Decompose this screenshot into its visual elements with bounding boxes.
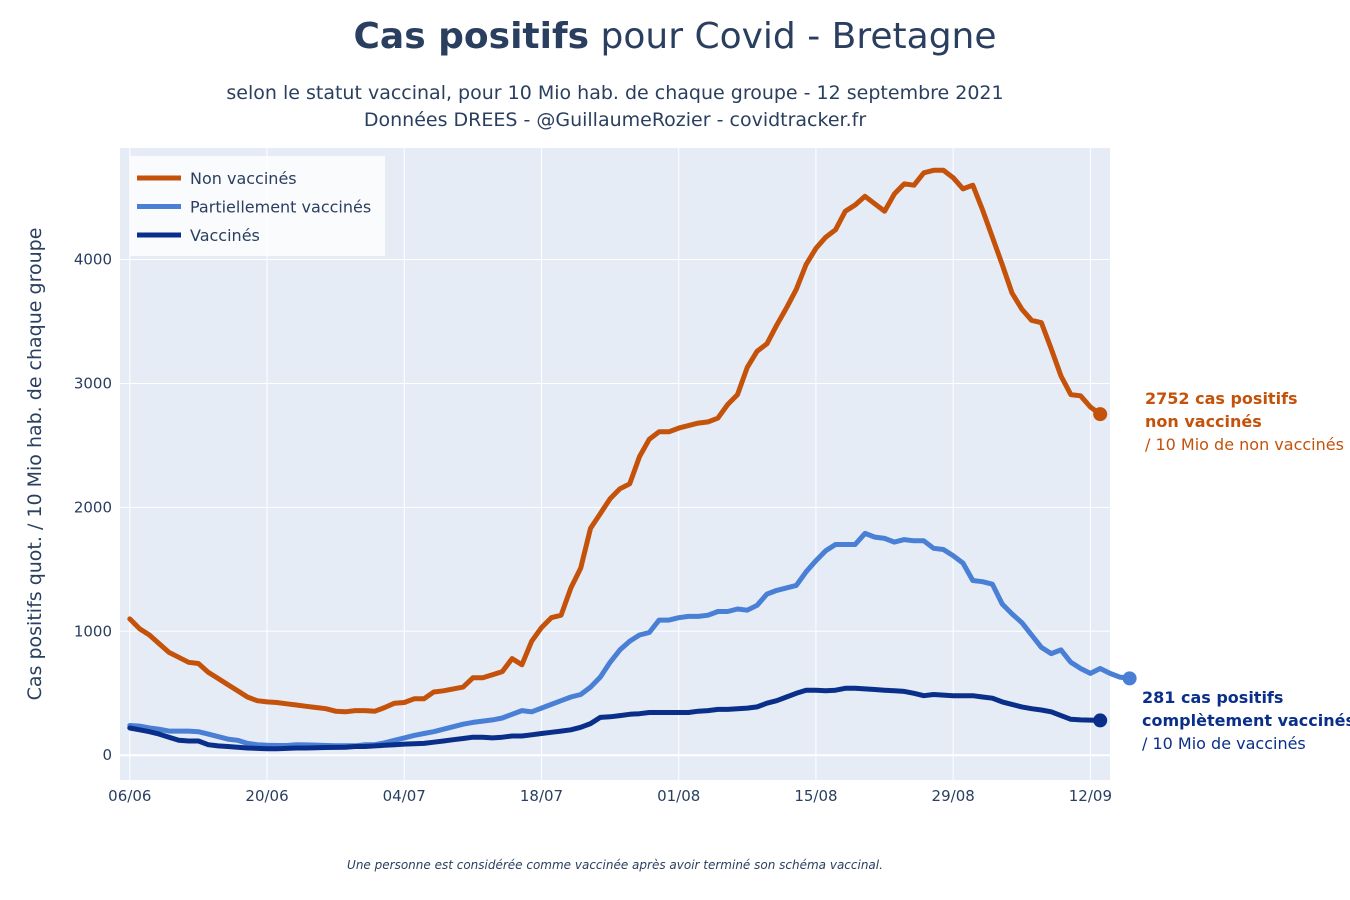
y-tick-label: 1000 — [74, 622, 112, 640]
x-tick-label: 20/06 — [245, 787, 288, 805]
series-endpoint-non_vaccines — [1093, 407, 1108, 422]
legend-label-non_vaccines: Non vaccinés — [190, 169, 297, 188]
footnote: Une personne est considérée comme vaccin… — [347, 858, 883, 872]
title-rest: pour Covid - Bretagne — [589, 16, 997, 57]
subtitle-line1: selon le statut vaccinal, pour 10 Mio ha… — [226, 82, 1004, 104]
y-tick-label: 0 — [102, 746, 112, 764]
y-tick-label: 2000 — [74, 498, 112, 516]
legend-label-partiellement: Partiellement vaccinés — [190, 198, 371, 217]
subtitle-line2: Données DREES - @GuillaumeRozier - covid… — [363, 109, 867, 131]
title-bold: Cas positifs — [353, 16, 590, 57]
series-line-non_vaccines — [127, 167, 1103, 715]
x-tick-label: 12/09 — [1069, 787, 1112, 805]
y-tick-label: 3000 — [74, 374, 112, 392]
series-endpoint-partiellement — [1122, 671, 1137, 686]
y-tick-label: 4000 — [74, 251, 112, 269]
x-tick-label: 06/06 — [108, 787, 151, 805]
annotation-non-vaccines-count: 2752 cas positifs — [1145, 389, 1298, 408]
x-tick-label: 04/07 — [383, 787, 426, 805]
x-tick-label: 29/08 — [932, 787, 975, 805]
x-tick-label: 18/07 — [520, 787, 563, 805]
annotation-non-vaccines: 2752 cas positifs non vaccinés / 10 Mio … — [1145, 387, 1344, 456]
x-tick-label: 01/08 — [657, 787, 700, 805]
annotation-non-vaccines-unit: / 10 Mio de non vaccinés — [1145, 435, 1344, 454]
annotation-non-vaccines-label: non vaccinés — [1145, 412, 1262, 431]
annotation-vaccines-unit: / 10 Mio de vaccinés — [1142, 734, 1306, 753]
series-endpoint-vaccines — [1093, 713, 1108, 728]
annotation-vaccines: 281 cas positifs complètement vaccinés /… — [1142, 686, 1350, 755]
x-tick-label: 15/08 — [794, 787, 837, 805]
series-line-partiellement — [127, 530, 1133, 749]
annotation-vaccines-label: complètement vaccinés — [1142, 711, 1350, 730]
page-title: Cas positifs pour Covid - Bretagne — [0, 16, 1350, 57]
series-line-vaccines — [127, 685, 1103, 752]
y-axis-title: Cas positifs quot. / 10 Mio hab. de chaq… — [24, 228, 46, 701]
legend: Non vaccinés Partiellement vaccinés Vaccin… — [130, 156, 385, 256]
legend-label-vaccines: Vaccinés — [190, 226, 260, 245]
annotation-vaccines-count: 281 cas positifs — [1142, 688, 1284, 707]
